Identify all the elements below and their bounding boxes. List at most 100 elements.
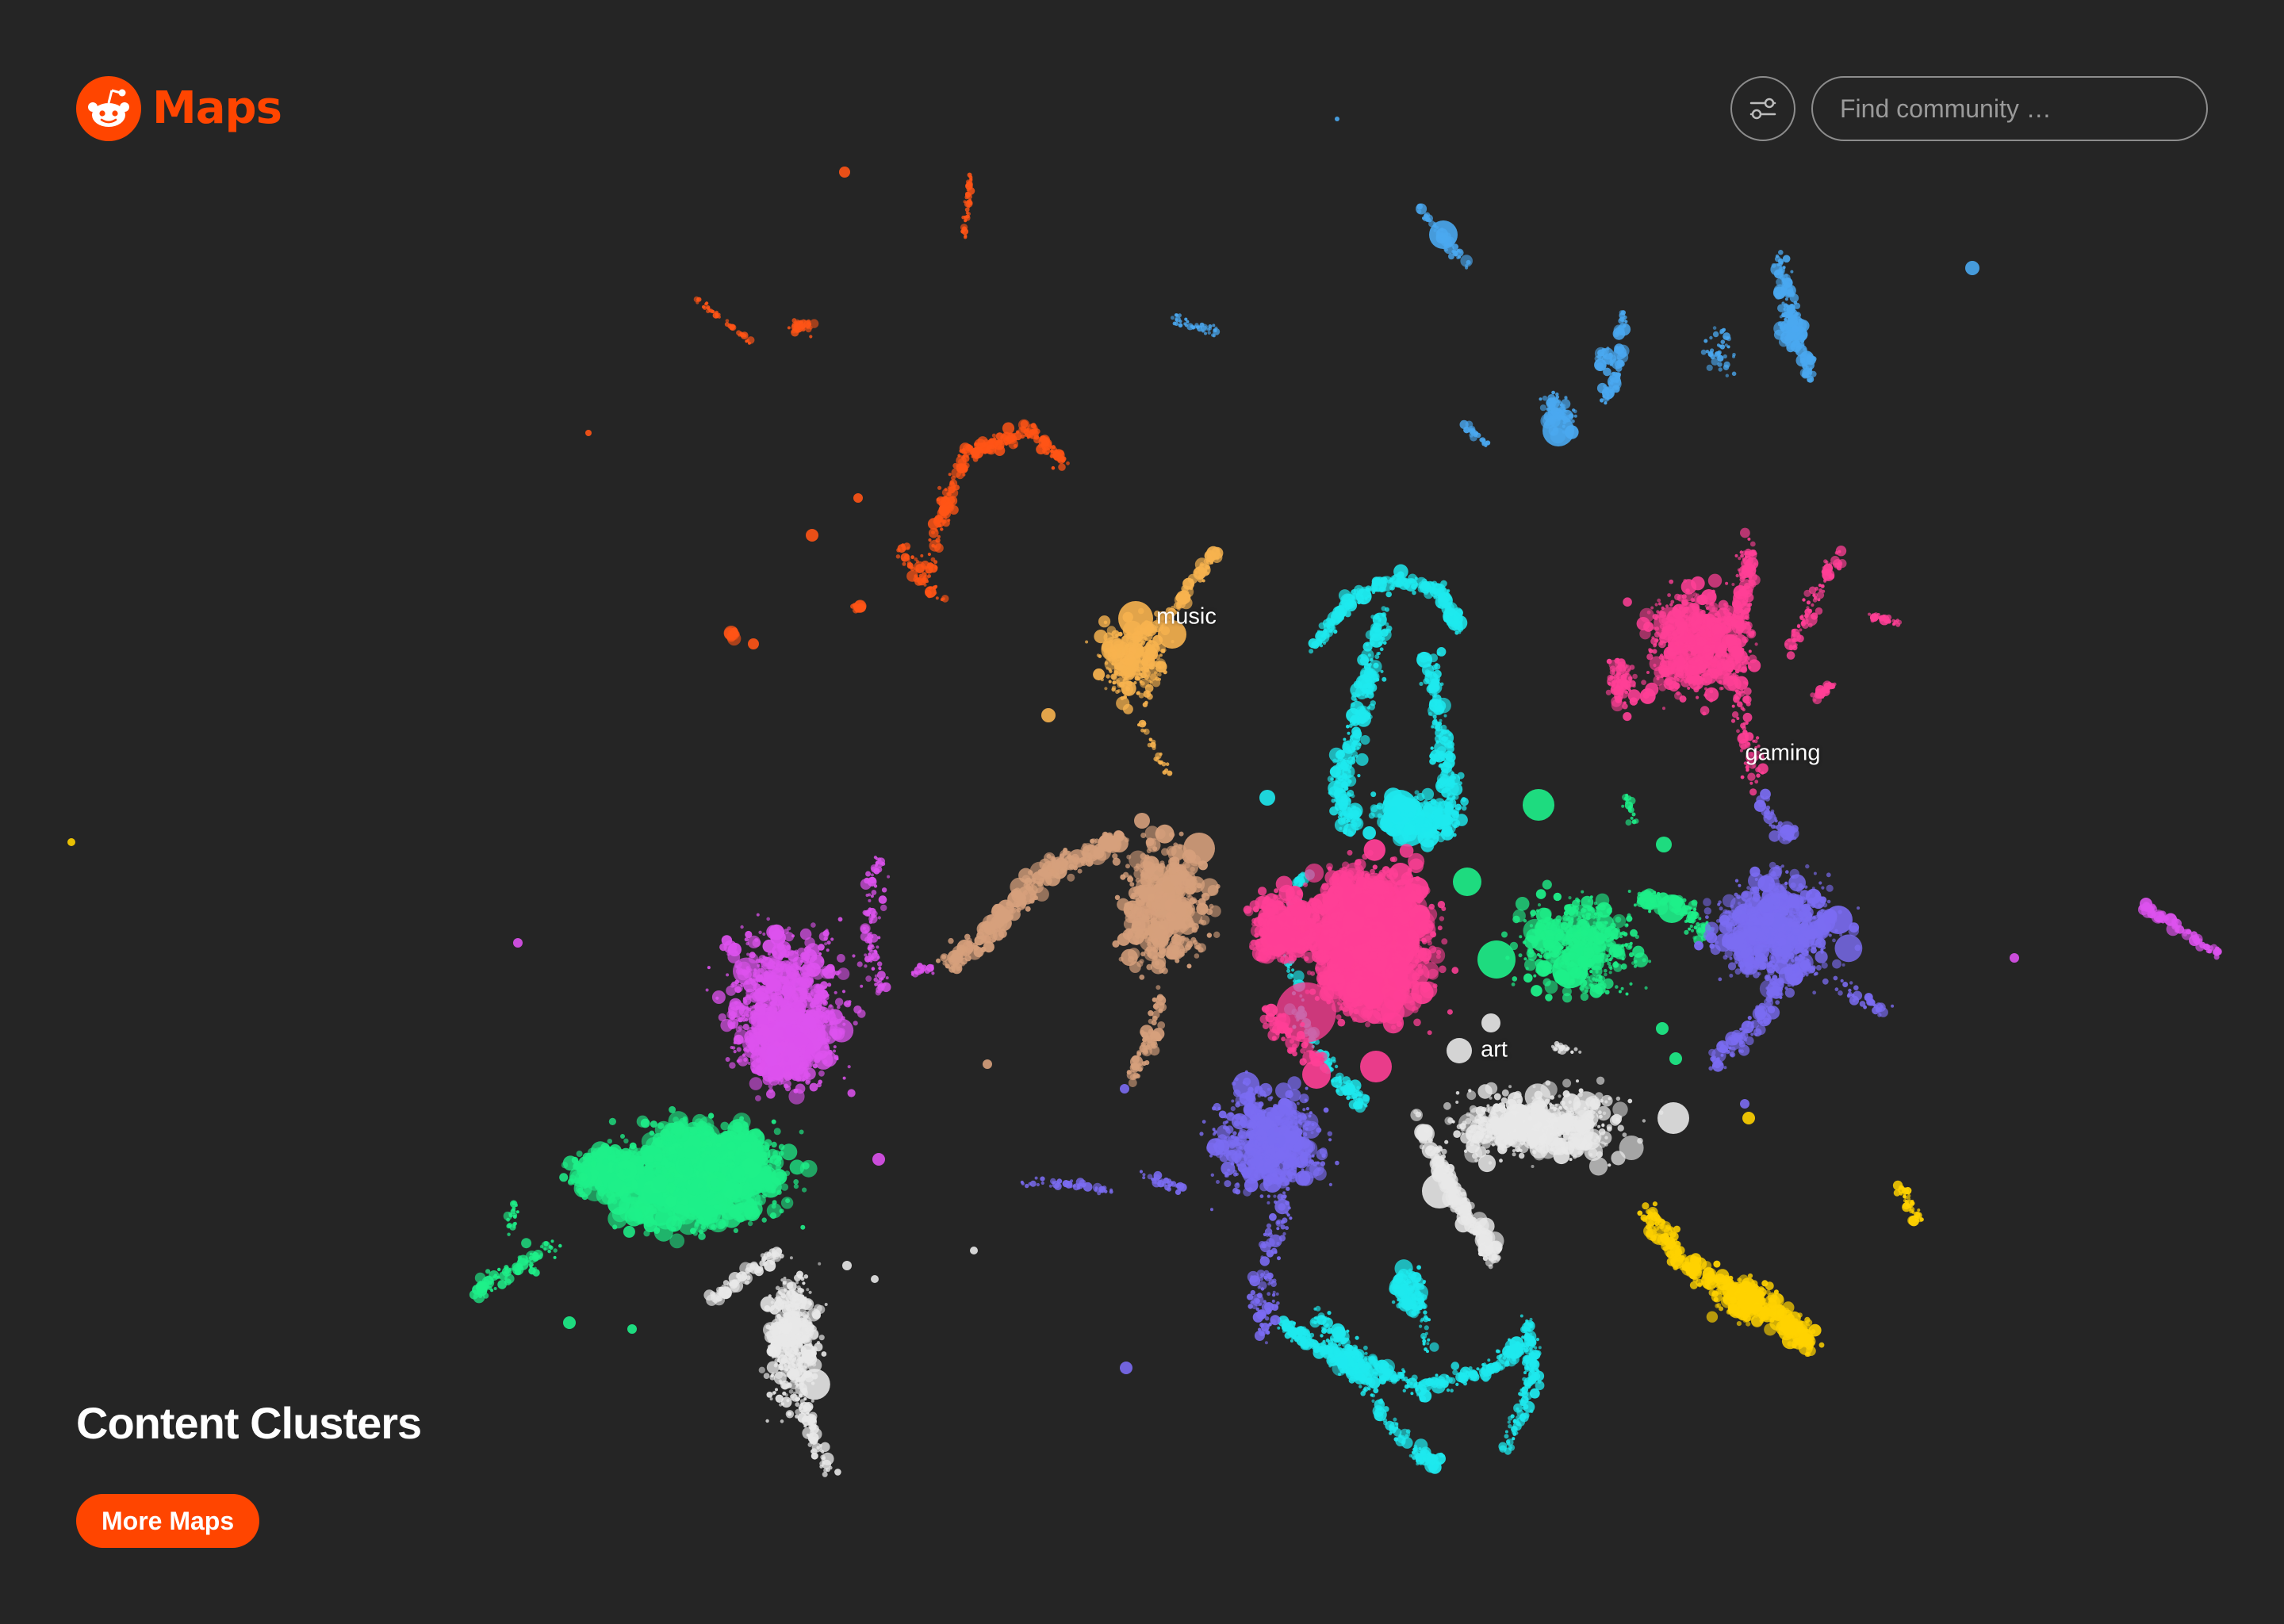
community-dot[interactable] — [1028, 428, 1039, 439]
community-dot[interactable] — [1360, 599, 1364, 603]
community-dot[interactable] — [1779, 315, 1783, 319]
community-dot[interactable] — [1414, 1438, 1428, 1453]
community-dot[interactable] — [1807, 378, 1811, 382]
community-dot[interactable] — [1377, 813, 1383, 818]
community-dot[interactable] — [745, 339, 749, 343]
community-dot[interactable] — [1448, 253, 1454, 260]
community-dot[interactable] — [1352, 1096, 1358, 1101]
community-dot[interactable] — [1291, 929, 1297, 936]
community-dot[interactable] — [1429, 753, 1435, 760]
community-dot[interactable] — [1111, 685, 1117, 691]
community-dot[interactable] — [1066, 461, 1070, 465]
community-dot[interactable] — [1144, 667, 1150, 673]
community-dot[interactable] — [942, 496, 948, 502]
community-dot[interactable] — [1316, 904, 1322, 910]
community-dot[interactable] — [1416, 1310, 1421, 1314]
community-dot[interactable] — [1364, 1358, 1368, 1362]
community-dot[interactable] — [1393, 1417, 1397, 1422]
community-dot[interactable] — [1434, 591, 1438, 595]
community-dot[interactable] — [957, 454, 961, 458]
community-dot[interactable] — [1347, 802, 1363, 819]
community-dot[interactable] — [1458, 621, 1463, 626]
community-dot[interactable] — [1600, 398, 1604, 403]
community-dot[interactable] — [727, 323, 733, 329]
community-dot[interactable] — [1355, 1090, 1360, 1094]
community-dot[interactable] — [1516, 1417, 1525, 1427]
community-dot[interactable] — [1613, 346, 1627, 360]
community-dot[interactable] — [1401, 996, 1406, 1002]
community-dot[interactable] — [1171, 316, 1175, 320]
community-dot[interactable] — [1096, 653, 1100, 657]
community-dot[interactable] — [1352, 1017, 1358, 1022]
community-dot[interactable] — [1413, 1381, 1421, 1390]
community-dot[interactable] — [1439, 783, 1444, 789]
community-dot[interactable] — [1469, 432, 1474, 438]
community-dot[interactable] — [1288, 886, 1293, 891]
community-dot[interactable] — [906, 557, 910, 561]
community-dot[interactable] — [1287, 965, 1291, 969]
community-dot[interactable] — [809, 319, 819, 328]
community-dot[interactable] — [1372, 864, 1378, 870]
community-dot[interactable] — [1117, 683, 1122, 688]
community-dot[interactable] — [1373, 1388, 1379, 1394]
community-dot[interactable] — [948, 486, 956, 494]
community-dot[interactable] — [1395, 1426, 1399, 1430]
community-dot[interactable] — [854, 607, 860, 613]
community-dot[interactable] — [1619, 312, 1626, 319]
community-dot[interactable] — [1428, 1458, 1433, 1463]
community-dot[interactable] — [1351, 875, 1357, 881]
community-dot[interactable] — [1148, 654, 1152, 658]
community-dot[interactable] — [1431, 722, 1439, 729]
community-dot[interactable] — [948, 473, 952, 477]
community-dot[interactable] — [1429, 757, 1436, 765]
community-dot[interactable] — [944, 488, 948, 492]
community-dot[interactable] — [1719, 344, 1726, 350]
community-dot[interactable] — [967, 212, 971, 216]
community-dot[interactable] — [1791, 325, 1799, 333]
community-dot[interactable] — [1321, 883, 1329, 891]
community-dot[interactable] — [1428, 1377, 1431, 1381]
community-dot[interactable] — [1138, 660, 1143, 665]
community-dot[interactable] — [1284, 1332, 1291, 1339]
community-dot[interactable] — [1302, 1330, 1309, 1336]
community-dot[interactable] — [965, 179, 971, 185]
community-dot[interactable] — [1340, 817, 1348, 824]
community-dot[interactable] — [1013, 443, 1017, 448]
community-dot[interactable] — [1512, 1437, 1516, 1441]
community-dot[interactable] — [1411, 1374, 1418, 1381]
community-dot[interactable] — [1494, 1359, 1506, 1371]
community-dot[interactable] — [806, 529, 818, 542]
community-dot[interactable] — [1178, 313, 1182, 318]
community-dot[interactable] — [1144, 700, 1148, 705]
community-dot[interactable] — [1383, 893, 1389, 898]
community-dot[interactable] — [993, 437, 997, 441]
community-dot[interactable] — [1445, 781, 1459, 796]
community-dot[interactable] — [1461, 805, 1467, 811]
community-dot[interactable] — [1005, 442, 1008, 446]
community-dot[interactable] — [1273, 1016, 1278, 1021]
community-dot[interactable] — [1432, 583, 1447, 597]
community-dot[interactable] — [736, 330, 742, 336]
community-dot[interactable] — [895, 554, 901, 559]
community-dot[interactable] — [1010, 439, 1014, 443]
community-dot[interactable] — [1351, 794, 1355, 799]
community-dot[interactable] — [1351, 977, 1358, 983]
community-dot[interactable] — [1403, 1280, 1407, 1284]
community-dot[interactable] — [1529, 1317, 1533, 1321]
community-dot[interactable] — [1320, 907, 1327, 913]
community-dot[interactable] — [1327, 1311, 1332, 1316]
community-dot[interactable] — [996, 439, 1002, 443]
community-dot[interactable] — [1191, 325, 1196, 330]
community-dot[interactable] — [1450, 1362, 1460, 1370]
community-dot[interactable] — [1397, 911, 1411, 925]
community-dot[interactable] — [1315, 966, 1320, 971]
community-dot[interactable] — [1258, 887, 1267, 896]
community-dot[interactable] — [1327, 1346, 1331, 1350]
community-dot[interactable] — [1343, 741, 1347, 745]
community-dot[interactable] — [962, 473, 966, 477]
community-dot[interactable] — [1303, 882, 1308, 887]
community-dot[interactable] — [1712, 326, 1717, 330]
community-dot[interactable] — [1147, 674, 1151, 678]
community-dot[interactable] — [1428, 687, 1434, 692]
community-dot[interactable] — [1965, 261, 1979, 275]
